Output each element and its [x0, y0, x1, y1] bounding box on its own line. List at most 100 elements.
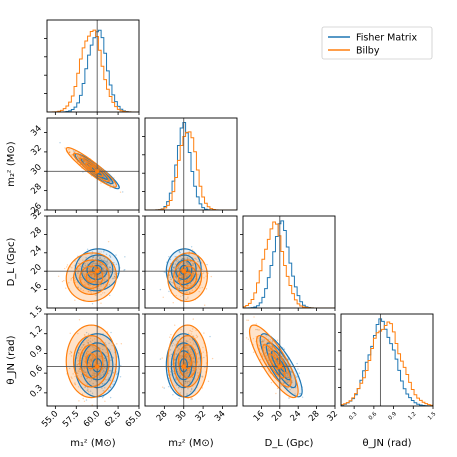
sample-point: [116, 272, 119, 275]
sample-point: [185, 275, 187, 278]
sample-point: [170, 353, 173, 356]
sample-point: [189, 341, 192, 344]
sample-point: [92, 355, 95, 358]
legend-frame: [321, 26, 433, 60]
sample-point: [301, 396, 304, 398]
sample-point: [176, 272, 179, 274]
sample-point: [87, 387, 89, 389]
sample-point: [93, 273, 95, 276]
sample-point: [68, 151, 71, 153]
sample-point: [186, 370, 188, 373]
sample-point: [108, 283, 111, 286]
sample-point: [113, 275, 116, 278]
sample-point: [73, 265, 76, 267]
sample-point: [184, 347, 187, 349]
sample-point: [71, 377, 73, 379]
sample-point: [91, 263, 94, 266]
sample-point: [78, 386, 80, 388]
sample-point: [299, 393, 301, 395]
sample-point: [192, 361, 194, 363]
sample-point: [90, 341, 92, 343]
sample-point: [191, 344, 193, 346]
sample-point: [185, 298, 187, 300]
sample-point: [182, 281, 184, 284]
x-tick-label: 55.0: [40, 409, 60, 429]
legend-label-fisher: Fisher Matrix: [356, 33, 417, 44]
sample-point: [116, 343, 118, 345]
legend-label-bilby: Bilby: [356, 46, 380, 57]
sample-point: [103, 267, 106, 269]
sample-point: [183, 383, 186, 385]
sample-point: [191, 373, 193, 375]
sample-point: [168, 290, 170, 293]
sample-point: [189, 390, 192, 393]
sample-point: [91, 359, 93, 362]
sample-point: [181, 287, 183, 289]
sample-point: [93, 276, 96, 278]
sample-point: [87, 342, 90, 344]
panel-dl-dl: [240, 215, 336, 311]
sample-point: [83, 366, 85, 369]
sample-point: [102, 284, 104, 286]
sample-point: [68, 367, 71, 370]
panel-frame: [242, 313, 336, 407]
sample-point: [92, 288, 95, 290]
sample-point: [77, 355, 80, 357]
x-tick-label: 28: [155, 409, 170, 424]
sample-point: [194, 267, 196, 269]
sample-point: [282, 382, 284, 384]
sample-point: [84, 335, 86, 337]
sample-point: [93, 262, 95, 265]
y-tick-label: 30: [29, 162, 44, 177]
contour-line-bilby: [173, 259, 203, 295]
sample-point: [201, 286, 203, 289]
sample-point: [197, 353, 199, 355]
sample-point: [175, 276, 177, 279]
sample-point: [93, 282, 95, 284]
sample-point: [93, 338, 96, 340]
sample-point: [186, 349, 189, 352]
sample-point: [100, 340, 102, 343]
sample-point: [205, 275, 207, 277]
sample-point: [88, 284, 91, 286]
sample-point: [77, 332, 79, 335]
sample-point: [89, 380, 91, 383]
sample-point: [176, 286, 179, 289]
sample-point: [199, 368, 201, 370]
sample-point: [78, 400, 80, 402]
sample-point: [185, 380, 187, 383]
sample-point: [186, 372, 188, 374]
sample-point: [187, 340, 189, 343]
sample-point: [85, 331, 88, 334]
sample-point: [89, 364, 92, 366]
sample-point: [247, 319, 250, 321]
sample-point: [191, 339, 194, 341]
hist-bilby: [341, 321, 433, 406]
sample-point: [86, 352, 88, 354]
sample-point: [106, 355, 109, 358]
sample-point: [174, 357, 177, 359]
sample-point: [176, 258, 179, 261]
sample-point: [271, 340, 274, 342]
sample-point: [69, 353, 71, 355]
sample-point: [283, 382, 285, 384]
sample-point: [83, 160, 85, 162]
sample-point: [176, 277, 178, 280]
sample-point: [102, 279, 105, 282]
sample-point: [189, 278, 191, 280]
contour-fill: [183, 353, 192, 369]
sample-point: [186, 256, 189, 259]
sample-point: [189, 285, 192, 287]
sample-point: [91, 251, 94, 253]
sample-point: [184, 267, 187, 270]
sample-point: [92, 276, 94, 279]
sample-point: [159, 358, 162, 360]
sample-point: [245, 337, 248, 339]
sample-point: [86, 372, 88, 374]
sample-point: [78, 157, 80, 159]
sample-point: [79, 348, 82, 351]
sample-point: [91, 303, 94, 305]
sample-point: [80, 375, 82, 378]
